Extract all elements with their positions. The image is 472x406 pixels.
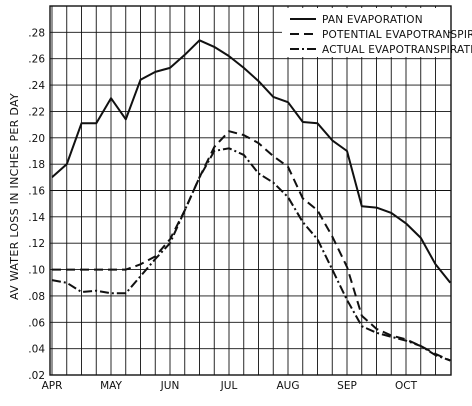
grid (50, 6, 451, 375)
x-tick-label: APR (42, 380, 63, 392)
y-tick-label: .04 (28, 344, 45, 356)
y-tick-label: .12 (28, 238, 45, 250)
legend: PAN EVAPORATION POTENTIAL EVAPOTRANSPIRAT… (290, 14, 472, 56)
x-axis-ticks: APR MAY JUN JUL AUG SEP OCT (42, 380, 418, 392)
x-tick-label: SEP (337, 380, 357, 392)
y-tick-label: .26 (28, 54, 45, 66)
series-lines (51, 39, 452, 362)
y-tick-label: .02 (28, 370, 45, 382)
legend-label: ACTUAL EVAPOTRANSPIRATION (322, 44, 472, 56)
series-line-dashdot (51, 147, 451, 362)
legend-label: PAN EVAPORATION (322, 14, 423, 26)
y-tick-label: .10 (28, 265, 45, 277)
y-tick-label: .20 (28, 133, 45, 145)
y-tick-label: .08 (28, 291, 45, 303)
series-line-dashed (52, 130, 451, 362)
y-axis-ticks: .02 .04 .06 .08 .10 .12 .14 .16 .18 .20 .22 .24 .26.… (28, 27, 45, 382)
x-tick-label: JUL (220, 380, 238, 392)
x-tick-label: OCT (395, 380, 418, 392)
x-tick-label: JUN (160, 380, 180, 392)
y-tick-label: .14 (28, 212, 45, 224)
x-tick-label: MAY (100, 380, 122, 392)
y-tick-label: .22 (28, 106, 45, 118)
plot-frame (49, 5, 452, 376)
y-tick-label: .06 (28, 317, 45, 329)
y-axis-title: AV WATER LOSS IN INCHES PER DAY (8, 93, 21, 300)
y-tick-label: .16 (28, 186, 45, 198)
x-tick-label: AUG (276, 380, 299, 392)
y-tick-label: .24 (28, 80, 45, 92)
y-tick-label: .18 (28, 159, 45, 171)
legend-label: POTENTIAL EVAPOTRANSPIRATION (322, 29, 472, 41)
series-line-solid (51, 39, 452, 284)
y-tick-label: .28 (28, 27, 45, 39)
